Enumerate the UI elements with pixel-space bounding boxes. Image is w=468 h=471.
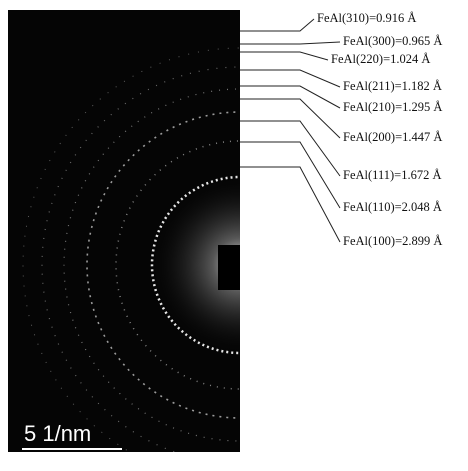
peak-label: FeAl(100)=2.899 Å xyxy=(343,234,442,248)
leader-line xyxy=(240,142,340,208)
leader-line xyxy=(240,99,340,138)
figure: 5 1/nm FeAl(310)=0.916 Å FeAl(300)=0.965 … xyxy=(0,0,468,466)
peak-label: FeAl(310)=0.916 Å xyxy=(317,11,416,25)
leader-line xyxy=(240,70,340,87)
leader-line xyxy=(240,42,340,44)
peak-label: FeAl(300)=0.965 Å xyxy=(343,34,442,48)
peak-label: FeAl(210)=1.295 Å xyxy=(343,100,442,114)
peak-label: FeAl(200)=1.447 Å xyxy=(343,130,442,144)
peak-label: FeAl(220)=1.024 Å xyxy=(331,52,430,66)
leader-line xyxy=(240,121,340,176)
leader-line xyxy=(240,19,314,31)
leader-line xyxy=(240,52,328,60)
peak-label: FeAl(110)=2.048 Å xyxy=(343,200,442,214)
scale-bar-label: 5 1/nm xyxy=(24,421,91,446)
peak-label: FeAl(111)=1.672 Å xyxy=(343,168,441,182)
leader-line xyxy=(240,86,340,108)
peak-label: FeAl(211)=1.182 Å xyxy=(343,79,442,93)
label-group: FeAl(310)=0.916 Å FeAl(300)=0.965 Å FeAl(2… xyxy=(240,11,442,248)
beam-stop xyxy=(218,245,240,290)
leader-line xyxy=(240,167,340,242)
page: 5 1/nm FeAl(310)=0.916 Å FeAl(300)=0.965 … xyxy=(0,0,468,471)
